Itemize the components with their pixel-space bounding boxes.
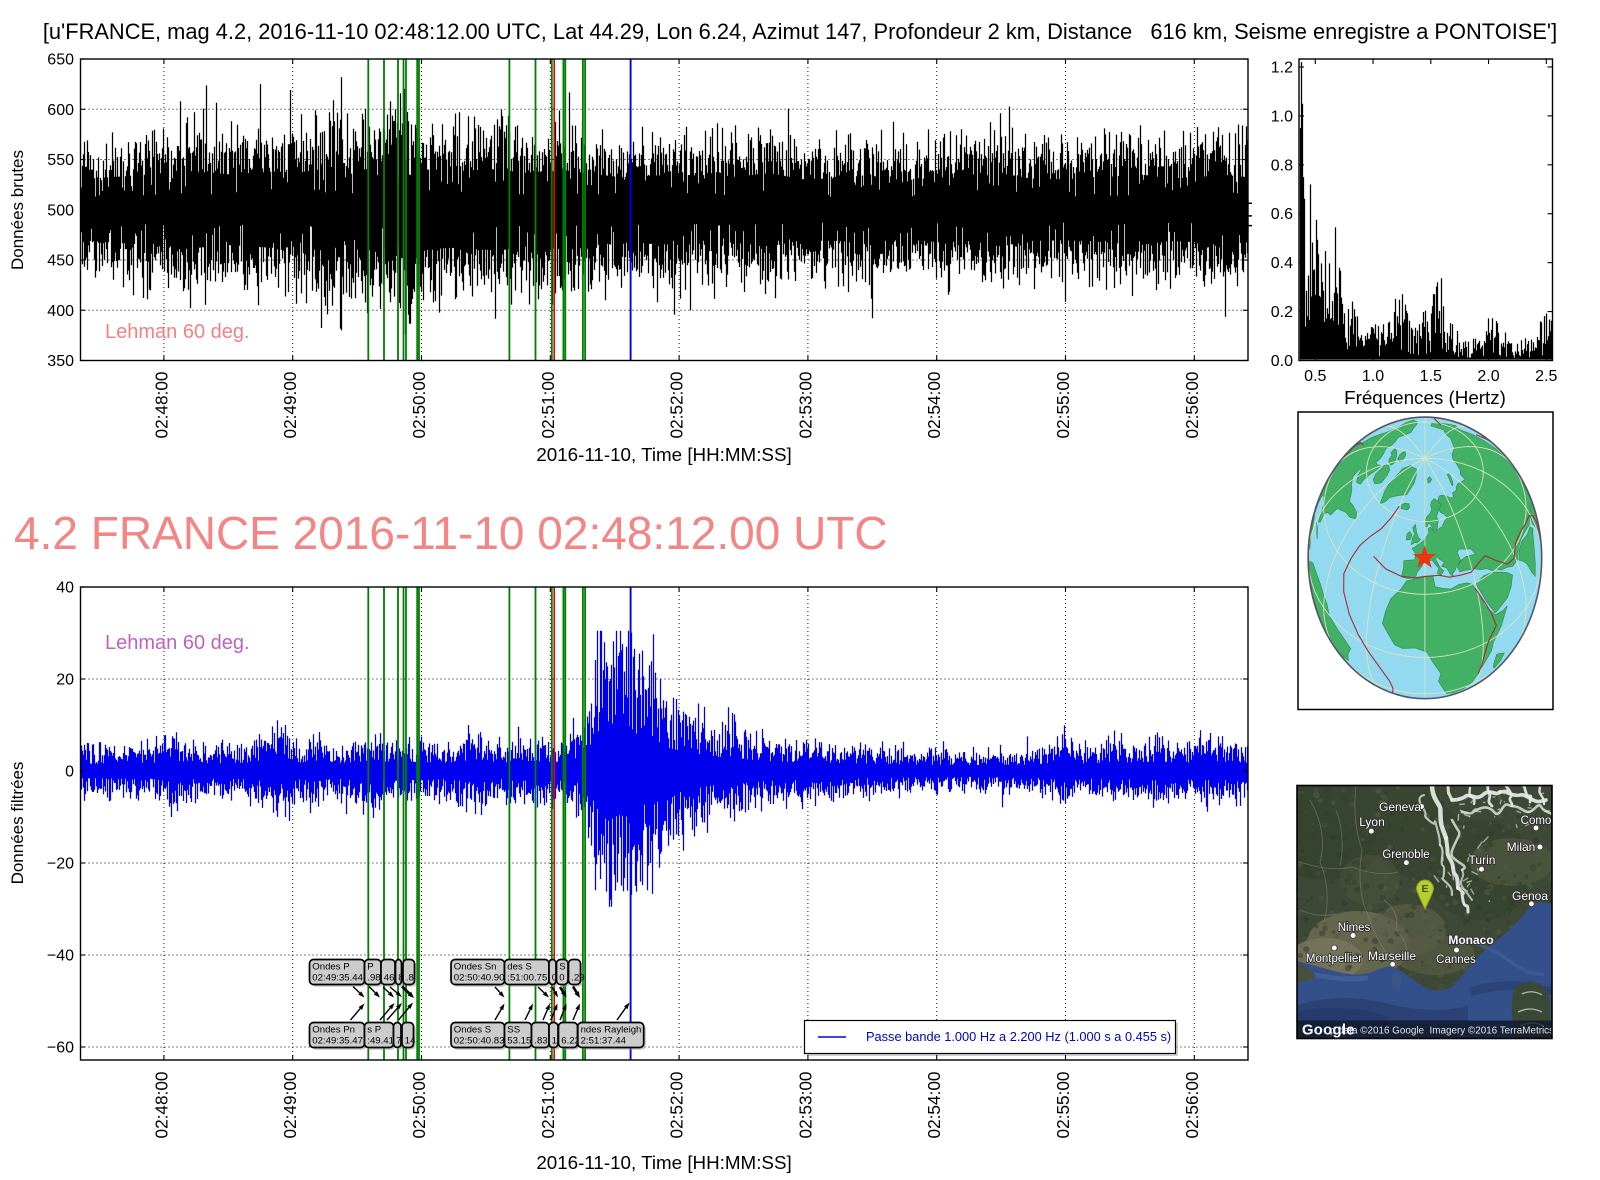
svg-text:02:54:00: 02:54:00 [924,372,944,439]
svg-text:0.4: 0.4 [1271,255,1293,272]
svg-text:0: 0 [65,764,74,781]
svg-text:Cannes: Cannes [1436,954,1476,966]
svg-text:20: 20 [56,672,74,689]
svg-text:600: 600 [47,102,74,119]
svg-text:p data ©2016 Google Imagery ©: p data ©2016 Google Imagery ©2016 TerraM… [1330,1026,1554,1037]
svg-text:Lyon: Lyon [1359,815,1385,829]
svg-text:ndes Rayleigh: ndes Rayleigh [581,1025,642,1036]
svg-text:02:53:00: 02:53:00 [795,1072,815,1139]
svg-text:Grenoble: Grenoble [1382,849,1429,861]
svg-text:0.5: 0.5 [1304,368,1326,385]
svg-text:Montpellier: Montpellier [1306,953,1362,965]
svg-text:02:54:00: 02:54:00 [924,1072,944,1139]
svg-text:02:53:00: 02:53:00 [795,372,815,439]
svg-text:1.0: 1.0 [1271,108,1293,125]
svg-text:2016-11-10, Time [HH:MM:SS]: 2016-11-10, Time [HH:MM:SS] [536,1152,791,1173]
svg-text:02:49:35.47: 02:49:35.47 [312,1036,363,1047]
svg-text:46: 46 [384,973,395,984]
svg-text:02:51:00: 02:51:00 [538,1072,558,1139]
svg-text:02:52:00: 02:52:00 [667,372,687,439]
svg-text:400: 400 [47,303,74,320]
svg-text:0.2: 0.2 [1271,304,1293,321]
svg-text:Nimes: Nimes [1338,922,1371,934]
svg-text:−20: −20 [47,856,74,873]
svg-text:Ondes Sn: Ondes Sn [454,962,497,973]
svg-text:Ondes Pn: Ondes Pn [312,1025,355,1036]
svg-text:02:48:00: 02:48:00 [151,372,171,439]
svg-text:.8: .8 [406,973,414,984]
svg-text:Ondes P: Ondes P [312,962,349,973]
svg-text:1.2: 1.2 [1271,60,1293,77]
svg-text:0: 0 [552,973,557,984]
svg-text:FFT: FFT [1239,198,1256,228]
svg-text:Ondes S: Ondes S [454,1025,491,1036]
svg-text:Lehman 60 deg.: Lehman 60 deg. [105,321,250,343]
svg-text:1.0: 1.0 [1362,368,1384,385]
svg-text:Données brutes: Données brutes [8,150,27,270]
svg-text:.29: .29 [571,973,584,984]
svg-text:02:48:00: 02:48:00 [151,1072,171,1139]
svg-text:02:55:00: 02:55:00 [1053,372,1073,439]
svg-text:2.5: 2.5 [1535,368,1557,385]
svg-text:−60: −60 [47,1040,74,1057]
svg-text:0: 0 [559,973,564,984]
svg-text:des S: des S [507,962,532,973]
svg-text:53.15: 53.15 [507,1036,531,1047]
svg-text:02:56:00: 02:56:00 [1182,372,1202,439]
svg-text:6.22: 6.22 [561,1036,580,1047]
svg-text:02:56:00: 02:56:00 [1182,1072,1202,1139]
svg-text:s P: s P [367,1025,381,1036]
svg-text:Lehman 60 deg.: Lehman 60 deg. [105,632,250,654]
svg-text:[u'FRANCE, mag 4.2, 2016-11-10: [u'FRANCE, mag 4.2, 2016-11-10 02:48:12.… [43,19,1557,44]
svg-text:02:50:00: 02:50:00 [409,372,429,439]
svg-text:Milan: Milan [1507,840,1536,854]
svg-text::51:00.75: :51:00.75 [507,973,547,984]
svg-text:7: 7 [396,1036,401,1047]
svg-text:.98: .98 [367,973,380,984]
svg-text:02:49:35.44: 02:49:35.44 [312,973,363,984]
svg-text:8: 8 [398,973,403,984]
svg-text:02:55:00: 02:55:00 [1053,1072,1073,1139]
svg-text:SS: SS [507,1025,520,1036]
svg-text:Turin: Turin [1469,853,1496,867]
svg-text:650: 650 [47,52,74,69]
svg-text:02:49:00: 02:49:00 [280,372,300,439]
svg-text:E: E [1421,883,1428,895]
svg-text:Geneva: Geneva [1379,800,1421,814]
svg-text::49.41: :49.41 [367,1036,394,1047]
svg-text:02:52:00: 02:52:00 [667,1072,687,1139]
svg-text:Passe bande 1.000 Hz a 2.200 H: Passe bande 1.000 Hz a 2.200 Hz (1.000 s… [866,1029,1171,1044]
svg-text:.83: .83 [534,1036,547,1047]
svg-text:S: S [559,962,565,973]
svg-text:02:50:40.83: 02:50:40.83 [454,1036,505,1047]
svg-text:14: 14 [405,1036,416,1047]
svg-text:1.5: 1.5 [1420,368,1442,385]
svg-text:Marseille: Marseille [1368,949,1416,963]
svg-text:4.2 FRANCE 2016-11-10 02:48:12: 4.2 FRANCE 2016-11-10 02:48:12.00 UTC [14,507,888,559]
svg-text:02:49:00: 02:49:00 [280,1072,300,1139]
svg-text:Fréquences (Hertz): Fréquences (Hertz) [1344,387,1506,408]
svg-text:02:51:00: 02:51:00 [538,372,558,439]
svg-text:550: 550 [47,152,74,169]
svg-text:11: 11 [552,1036,562,1047]
svg-text:0.8: 0.8 [1271,157,1293,174]
svg-text:2016-11-10, Time [HH:MM:SS]: 2016-11-10, Time [HH:MM:SS] [536,444,791,465]
svg-text:−40: −40 [47,948,74,965]
svg-text:40: 40 [56,580,74,597]
svg-text:P: P [367,962,373,973]
svg-text:Genoa: Genoa [1512,889,1548,903]
svg-text:0.6: 0.6 [1271,206,1293,223]
svg-text:500: 500 [47,202,74,219]
svg-text:02:50:00: 02:50:00 [409,1072,429,1139]
svg-text:350: 350 [47,353,74,370]
svg-text:Como: Como [1521,815,1552,827]
svg-text:02:50:40.90: 02:50:40.90 [454,973,505,984]
svg-text:Données filtrées: Données filtrées [8,762,27,885]
svg-text:0.0: 0.0 [1271,353,1293,370]
svg-text:2.0: 2.0 [1477,368,1499,385]
svg-text:450: 450 [47,253,74,270]
svg-text:2:51:37.44: 2:51:37.44 [581,1036,627,1047]
svg-text:Google: Google [1302,1023,1355,1039]
svg-text:Monaco: Monaco [1448,933,1493,947]
